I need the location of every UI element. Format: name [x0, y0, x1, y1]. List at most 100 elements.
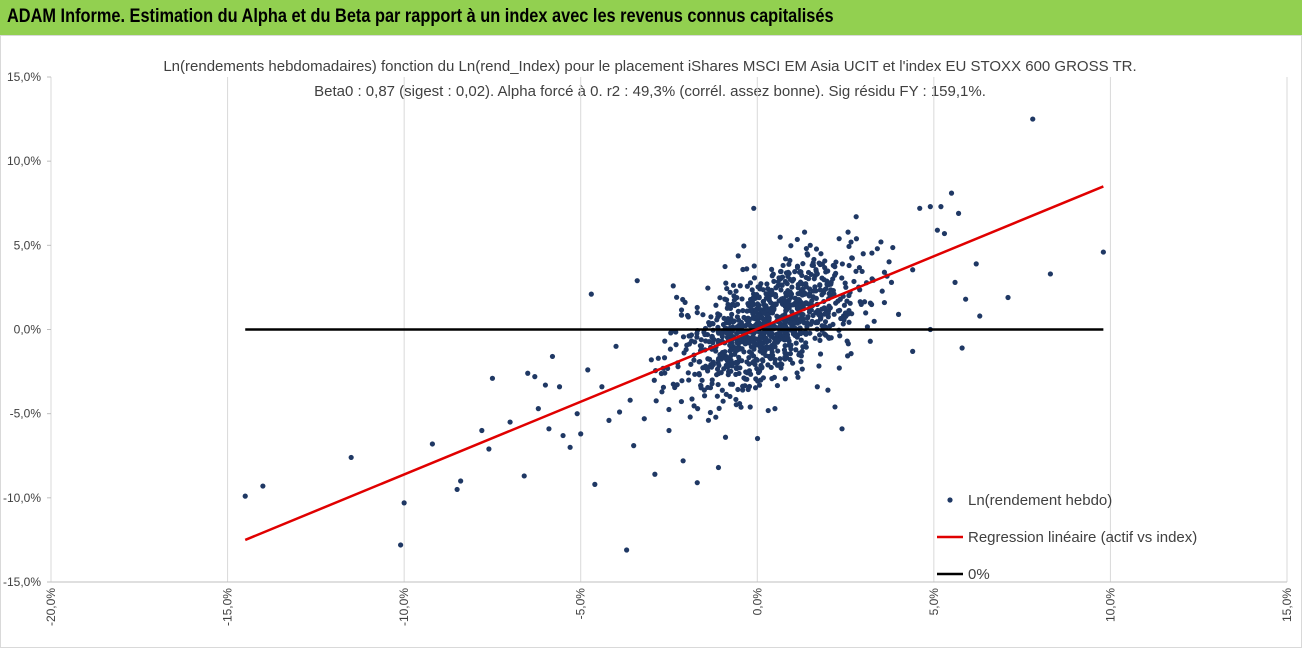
- legend-label: 0%: [968, 566, 990, 583]
- data-point: [726, 320, 732, 326]
- data-point: [844, 338, 850, 344]
- data-point: [853, 268, 859, 274]
- data-point: [736, 370, 742, 377]
- data-point: [823, 286, 829, 292]
- data-point: [489, 375, 496, 381]
- legend-marker-points: [947, 497, 953, 503]
- data-point: [787, 351, 794, 357]
- data-point: [748, 305, 754, 312]
- data-point: [691, 357, 697, 363]
- data-point: [678, 307, 685, 313]
- data-point: [812, 335, 818, 341]
- chart-title: Ln(rendements hebdomadaires) fonction du…: [163, 58, 1136, 75]
- data-point: [881, 299, 888, 306]
- y-tick-label: 5,0%: [14, 238, 42, 252]
- data-point: [567, 444, 573, 450]
- data-point: [661, 355, 668, 361]
- data-point: [798, 359, 804, 365]
- data-point: [739, 323, 745, 329]
- data-point: [698, 343, 705, 349]
- data-point: [774, 382, 781, 389]
- data-point: [739, 346, 745, 352]
- data-point: [835, 298, 841, 304]
- data-point: [735, 308, 741, 314]
- data-point: [715, 381, 721, 388]
- data-point: [868, 301, 875, 308]
- data-point: [797, 302, 804, 308]
- data-point: [769, 331, 775, 337]
- data-point: [769, 266, 775, 272]
- data-point: [793, 340, 799, 346]
- data-point: [757, 337, 763, 343]
- data-point: [772, 406, 778, 412]
- data-point: [809, 262, 815, 268]
- data-point: [680, 296, 686, 303]
- data-point: [806, 301, 812, 307]
- data-point: [681, 350, 687, 356]
- data-point: [734, 365, 740, 371]
- data-point: [766, 353, 772, 360]
- data-point: [718, 356, 725, 362]
- data-point: [616, 409, 623, 415]
- legend: Ln(rendement hebdo) Regression linéaire (…: [937, 492, 1197, 583]
- data-point: [560, 432, 566, 439]
- data-point: [729, 363, 735, 369]
- data-point: [816, 363, 822, 369]
- data-point: [814, 319, 821, 326]
- data-point: [736, 354, 742, 360]
- data-point: [771, 307, 777, 313]
- data-point: [733, 345, 740, 351]
- data-point: [805, 269, 812, 276]
- data-point: [813, 246, 820, 252]
- data-point: [746, 322, 752, 328]
- data-point: [760, 330, 766, 336]
- data-point: [812, 284, 818, 290]
- data-point: [948, 190, 955, 196]
- data-point: [760, 375, 767, 381]
- data-point: [694, 330, 700, 337]
- data-point: [648, 357, 654, 363]
- data-point: [779, 361, 785, 368]
- data-point: [751, 346, 757, 352]
- data-point: [725, 364, 731, 370]
- data-point: [758, 362, 764, 369]
- data-point: [800, 291, 806, 298]
- data-point: [863, 310, 869, 316]
- data-point: [707, 356, 713, 362]
- data-point: [779, 274, 786, 280]
- data-point: [794, 236, 800, 243]
- data-point: [723, 280, 729, 286]
- data-point: [934, 227, 940, 233]
- data-point: [725, 372, 731, 378]
- data-point: [777, 356, 783, 362]
- data-point: [783, 307, 790, 313]
- data-point: [746, 383, 753, 390]
- data-point: [764, 281, 770, 287]
- data-point: [774, 331, 780, 337]
- data-point: [938, 204, 944, 210]
- data-point: [260, 483, 266, 489]
- data-point: [765, 407, 771, 414]
- data-point: [843, 284, 849, 290]
- data-point: [825, 268, 831, 274]
- data-point: [769, 273, 775, 279]
- data-point: [807, 286, 813, 292]
- data-point: [740, 387, 746, 393]
- data-point: [699, 377, 705, 383]
- data-point: [698, 382, 704, 389]
- data-point: [817, 310, 823, 316]
- data-point: [705, 285, 711, 291]
- data-point: [756, 294, 762, 300]
- data-point: [542, 382, 549, 388]
- data-point: [694, 309, 700, 316]
- data-point: [700, 312, 706, 318]
- data-point: [673, 342, 679, 348]
- data-point: [574, 411, 580, 417]
- data-point: [715, 370, 722, 377]
- data-point: [670, 283, 676, 289]
- data-point: [735, 253, 741, 259]
- data-point: [790, 302, 796, 308]
- data-point: [710, 361, 716, 368]
- data-point: [754, 301, 761, 307]
- data-point: [760, 350, 766, 356]
